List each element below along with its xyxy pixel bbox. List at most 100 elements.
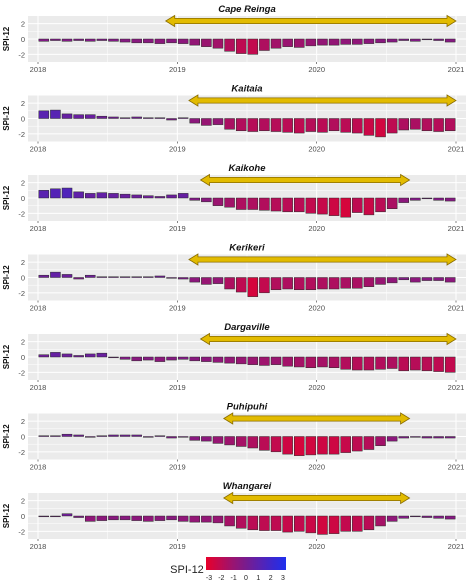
x-tick-label: 2020 bbox=[308, 304, 325, 313]
bar bbox=[444, 38, 456, 43]
chart-panel-kerikeri: Kerikeri 2 0 -2 SPI-12 2018 2019 2020 2021 bbox=[2, 243, 466, 313]
bar bbox=[166, 194, 177, 199]
bar bbox=[375, 436, 386, 446]
x-tick-label: 2018 bbox=[30, 463, 47, 472]
chart-panel-kaikohe: Kaikohe 2 0 -2 SPI-12 2018 2019 2020 2021 bbox=[2, 163, 466, 233]
bar bbox=[398, 197, 409, 203]
bar bbox=[201, 436, 212, 442]
x-tick-label: 2019 bbox=[169, 542, 186, 551]
bar bbox=[131, 515, 142, 521]
bar bbox=[85, 436, 96, 438]
bar bbox=[108, 38, 119, 42]
x-tick-label: 2021 bbox=[448, 65, 465, 74]
bar bbox=[340, 197, 351, 218]
bar bbox=[73, 277, 84, 280]
bar bbox=[73, 191, 84, 199]
bar bbox=[305, 277, 317, 291]
bar bbox=[305, 38, 317, 47]
bar bbox=[433, 436, 444, 439]
y-tick-label: 2 bbox=[21, 497, 25, 506]
x-tick-label: 2018 bbox=[30, 383, 47, 392]
bar bbox=[259, 356, 270, 366]
bar bbox=[224, 436, 235, 446]
x-tick-label: 2018 bbox=[30, 65, 47, 74]
bar bbox=[143, 38, 154, 44]
bar bbox=[235, 356, 247, 365]
bar bbox=[96, 435, 108, 437]
bar bbox=[189, 197, 200, 201]
chart-panel-dargaville: Dargaville 2 0 -2 SPI-12 2018 2019 2020 2021 bbox=[2, 322, 466, 392]
bar bbox=[317, 515, 328, 535]
bar bbox=[410, 38, 421, 42]
y-tick-label: -2 bbox=[18, 50, 25, 59]
bar bbox=[259, 515, 270, 531]
bar bbox=[410, 515, 421, 518]
drought-arrow bbox=[199, 332, 457, 346]
bar bbox=[410, 436, 421, 438]
bar bbox=[189, 38, 200, 46]
bar bbox=[259, 118, 270, 132]
bar bbox=[212, 515, 224, 524]
drought-arrow bbox=[188, 94, 457, 107]
bar bbox=[270, 515, 282, 531]
y-tick-label: 2 bbox=[21, 99, 25, 108]
bar bbox=[119, 356, 131, 360]
bar bbox=[352, 197, 363, 213]
bar bbox=[305, 356, 317, 368]
bar bbox=[305, 515, 317, 534]
bar bbox=[177, 436, 189, 438]
bar bbox=[61, 274, 73, 278]
bar bbox=[38, 515, 50, 518]
bar bbox=[131, 276, 142, 278]
bar bbox=[247, 356, 259, 365]
bar bbox=[166, 38, 177, 44]
bar bbox=[340, 277, 351, 289]
bar bbox=[177, 515, 189, 522]
bar bbox=[328, 436, 340, 455]
bar bbox=[282, 118, 293, 133]
y-tick-label: 2 bbox=[21, 338, 25, 347]
x-tick-label: 2020 bbox=[308, 224, 325, 233]
bar bbox=[201, 38, 212, 47]
bar bbox=[317, 356, 328, 368]
bar bbox=[444, 277, 456, 283]
bar bbox=[224, 118, 235, 130]
bar bbox=[282, 277, 293, 290]
bar bbox=[201, 515, 212, 523]
bar bbox=[154, 38, 166, 44]
bar bbox=[410, 197, 421, 201]
bar bbox=[398, 38, 409, 41]
bar bbox=[108, 434, 119, 437]
bar bbox=[294, 197, 305, 213]
bar bbox=[73, 434, 84, 437]
bar bbox=[201, 277, 212, 285]
drought-arrow bbox=[188, 253, 457, 266]
y-tick-label: 0 bbox=[21, 433, 25, 442]
y-tick-label: 0 bbox=[21, 274, 25, 283]
x-tick-label: 2021 bbox=[448, 383, 465, 392]
chart-panel-whangarei: Whangarei 2 0 -2 SPI-12 2018 2019 2020 2021 bbox=[2, 481, 466, 551]
panel-title: Cape Reinga bbox=[218, 4, 276, 15]
y-tick-label: 0 bbox=[21, 512, 25, 521]
bar bbox=[73, 114, 84, 119]
bar bbox=[328, 38, 340, 46]
bar bbox=[340, 436, 351, 453]
bar bbox=[340, 356, 351, 370]
bar bbox=[119, 434, 131, 437]
bar bbox=[282, 38, 293, 47]
bar bbox=[96, 515, 108, 521]
bar bbox=[444, 436, 456, 439]
bar bbox=[50, 435, 61, 437]
drought-arrow bbox=[164, 14, 457, 28]
bar bbox=[119, 38, 131, 43]
bar bbox=[328, 277, 340, 290]
x-tick-label: 2019 bbox=[169, 383, 186, 392]
bar bbox=[38, 190, 50, 199]
bar bbox=[50, 271, 61, 278]
bar bbox=[143, 276, 154, 278]
bar bbox=[61, 353, 73, 358]
bar bbox=[270, 436, 282, 453]
chart-panel-puhipuhi: Puhipuhi 2 0 -2 SPI-12 2018 2019 2020 2021 bbox=[2, 402, 466, 472]
bar bbox=[421, 277, 433, 281]
